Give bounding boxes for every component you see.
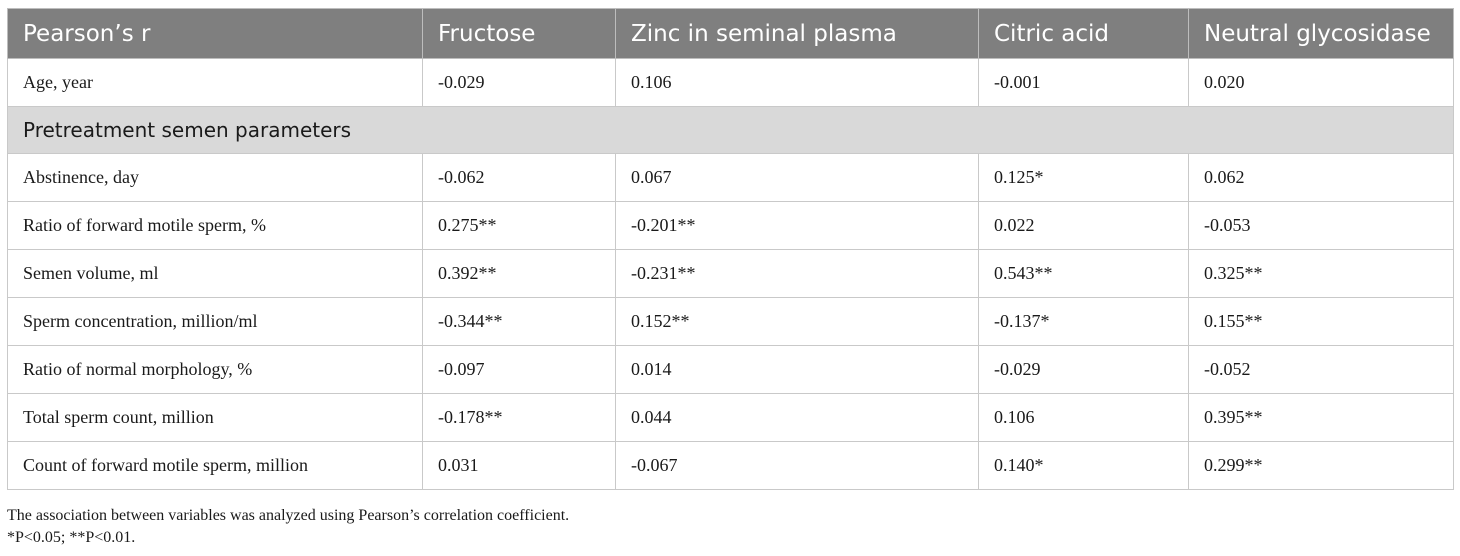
header-zinc: Zinc in seminal plasma: [615, 8, 979, 59]
footnote-significance: *P<0.05; **P<0.01.: [7, 529, 136, 546]
section-label: Pretreatment semen parameters: [7, 106, 1454, 154]
header-row: Pearson’s r Fructose Zinc in seminal pla…: [7, 8, 1454, 59]
cell-value: -0.062: [422, 153, 616, 202]
correlation-table-container: Pearson’s r Fructose Zinc in seminal pla…: [7, 8, 1454, 490]
cell-value: 0.392**: [422, 249, 616, 298]
cell-value: -0.097: [422, 345, 616, 394]
table-row: Count of forward motile sperm, million 0…: [7, 441, 1454, 490]
table-footnotes: The association between variables was an…: [7, 505, 569, 549]
cell-value: 0.106: [615, 58, 979, 107]
cell-value: 0.020: [1188, 58, 1454, 107]
header-citric-acid: Citric acid: [978, 8, 1189, 59]
cell-value: 0.125*: [978, 153, 1189, 202]
cell-value: 0.299**: [1188, 441, 1454, 490]
header-pearsons-r: Pearson’s r: [7, 8, 423, 59]
table-row: Ratio of forward motile sperm, % 0.275**…: [7, 201, 1454, 250]
cell-value: 0.031: [422, 441, 616, 490]
cell-value: 0.106: [978, 393, 1189, 442]
cell-value: -0.231**: [615, 249, 979, 298]
cell-value: -0.178**: [422, 393, 616, 442]
table-row: Semen volume, ml 0.392** -0.231** 0.543*…: [7, 249, 1454, 298]
row-label: Semen volume, ml: [7, 249, 423, 298]
cell-value: 0.395**: [1188, 393, 1454, 442]
table-row: Ratio of normal morphology, % -0.097 0.0…: [7, 345, 1454, 394]
footnote-method: The association between variables was an…: [7, 507, 570, 524]
cell-value: 0.044: [615, 393, 979, 442]
cell-value: 0.014: [615, 345, 979, 394]
cell-value: 0.140*: [978, 441, 1189, 490]
row-label: Ratio of normal morphology, %: [7, 345, 423, 394]
cell-value: -0.029: [422, 58, 616, 107]
cell-value: -0.001: [978, 58, 1189, 107]
cell-value: 0.062: [1188, 153, 1454, 202]
row-label: Count of forward motile sperm, million: [7, 441, 423, 490]
cell-value: 0.022: [978, 201, 1189, 250]
cell-value: 0.067: [615, 153, 979, 202]
row-label: Total sperm count, million: [7, 393, 423, 442]
cell-value: -0.201**: [615, 201, 979, 250]
row-label: Age, year: [7, 58, 423, 107]
cell-value: -0.052: [1188, 345, 1454, 394]
table-row: Abstinence, day -0.062 0.067 0.125* 0.06…: [7, 153, 1454, 202]
row-label: Abstinence, day: [7, 153, 423, 202]
row-label: Sperm concentration, million/ml: [7, 297, 423, 346]
row-label: Ratio of forward motile sperm, %: [7, 201, 423, 250]
cell-value: 0.275**: [422, 201, 616, 250]
cell-value: 0.155**: [1188, 297, 1454, 346]
cell-value: -0.344**: [422, 297, 616, 346]
table-row: Total sperm count, million -0.178** 0.04…: [7, 393, 1454, 442]
cell-value: 0.543**: [978, 249, 1189, 298]
cell-value: -0.137*: [978, 297, 1189, 346]
cell-value: -0.053: [1188, 201, 1454, 250]
cell-value: 0.325**: [1188, 249, 1454, 298]
cell-value: -0.067: [615, 441, 979, 490]
table-row: Sperm concentration, million/ml -0.344**…: [7, 297, 1454, 346]
header-neutral-glycosidase: Neutral glycosidase: [1188, 8, 1454, 59]
section-row: Pretreatment semen parameters: [7, 106, 1454, 154]
cell-value: -0.029: [978, 345, 1189, 394]
correlation-table: Pearson’s r Fructose Zinc in seminal pla…: [7, 8, 1454, 490]
table-row: Age, year -0.029 0.106 -0.001 0.020: [7, 58, 1454, 107]
cell-value: 0.152**: [615, 297, 979, 346]
header-fructose: Fructose: [422, 8, 616, 59]
